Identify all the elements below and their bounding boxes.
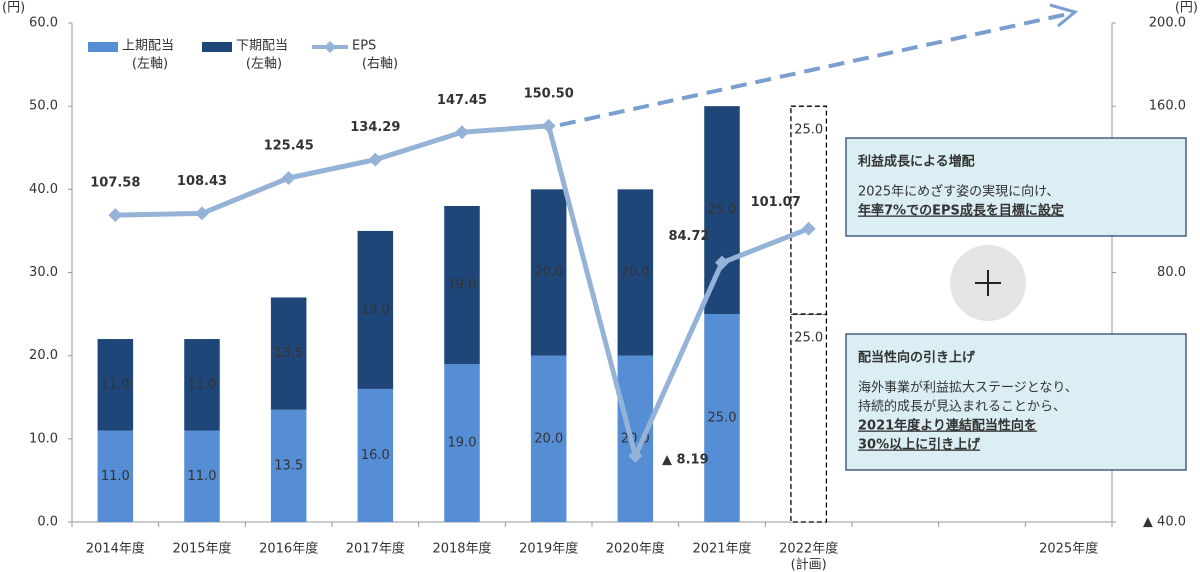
eps-label: 101.07 bbox=[751, 195, 801, 210]
y2-tick-label: 160.0 bbox=[1149, 99, 1186, 114]
bar bbox=[270, 297, 307, 410]
eps-label: 84.72 bbox=[668, 229, 709, 244]
eps-marker bbox=[281, 171, 296, 186]
x-tick-note: (計画) bbox=[791, 557, 827, 572]
y-tick-label: 0.0 bbox=[37, 515, 58, 530]
bar bbox=[357, 388, 394, 522]
bar-label: 11.0 bbox=[188, 469, 217, 484]
bar-label: 19.0 bbox=[448, 435, 477, 450]
x-tick-label: 2017年度 bbox=[346, 541, 405, 557]
eps-marker bbox=[455, 125, 469, 140]
bar-label: 25.0 bbox=[794, 331, 823, 346]
legend-marker bbox=[324, 41, 336, 53]
target-arrow bbox=[559, 12, 1069, 127]
bar bbox=[530, 355, 567, 522]
bar bbox=[97, 339, 134, 431]
legend-label: 上期配当 bbox=[122, 39, 174, 54]
y2-tick-label: 200.0 bbox=[1149, 16, 1186, 31]
bar bbox=[184, 430, 220, 522]
eps-label: 134.29 bbox=[350, 120, 400, 135]
y2-tick-label: ▲ 40.0 bbox=[1143, 515, 1186, 530]
bar-label: 25.0 bbox=[708, 411, 737, 426]
callout-line: 持続的成長が見込まれることから、 bbox=[858, 399, 1066, 415]
x-tick-label: 2019年度 bbox=[519, 541, 578, 557]
eps-marker bbox=[108, 208, 123, 223]
y-tick-label: 60.0 bbox=[29, 16, 58, 31]
bar bbox=[790, 105, 828, 315]
y-tick-label: 40.0 bbox=[29, 182, 58, 197]
x-tick-label: 2016年度 bbox=[259, 541, 318, 557]
bar-label: 11.0 bbox=[101, 377, 130, 392]
bar bbox=[704, 314, 740, 522]
legend-swatch bbox=[88, 42, 118, 52]
eps-label: 150.50 bbox=[524, 86, 574, 101]
callout-line: 海外事業が利益拡大ステージとなり、 bbox=[858, 380, 1078, 396]
bar bbox=[444, 205, 480, 364]
x-tick-label: 2022年度 bbox=[779, 541, 838, 557]
x-tick-label: 2020年度 bbox=[606, 541, 665, 557]
eps-marker bbox=[368, 152, 383, 167]
bar-label: 11.0 bbox=[188, 377, 217, 392]
x-tick-label: 2025年度 bbox=[1039, 541, 1098, 557]
x-tick-label: 2015年度 bbox=[172, 541, 231, 557]
callout-line: 2025年にめざす姿の実現に向け、 bbox=[858, 184, 1059, 200]
callout-box bbox=[845, 333, 1187, 471]
legend-label: 下期配当 bbox=[236, 39, 288, 54]
x-tick-label: 2014年度 bbox=[86, 541, 145, 557]
callout-line: 2021年度より連結配当性向を bbox=[858, 418, 1037, 434]
legend-note: (左軸) bbox=[246, 57, 282, 72]
legend-label: EPS bbox=[352, 39, 376, 54]
y-tick-label: 20.0 bbox=[29, 348, 58, 363]
eps-label: 125.45 bbox=[264, 139, 314, 154]
bar bbox=[270, 409, 307, 522]
bar-label: 13.5 bbox=[274, 346, 303, 361]
bar-label: 25.0 bbox=[794, 123, 823, 138]
bar-label: 25.0 bbox=[708, 203, 737, 218]
bar-label: 19.0 bbox=[361, 302, 390, 317]
callout-line: 30%以上に引き上げ bbox=[858, 437, 981, 453]
legend-note: (右軸) bbox=[362, 57, 398, 72]
legend-note: (左軸) bbox=[132, 57, 168, 72]
bar-label: 20.0 bbox=[534, 431, 563, 446]
eps-marker bbox=[195, 206, 209, 221]
eps-marker bbox=[628, 448, 643, 463]
bar-label: 19.0 bbox=[448, 277, 477, 292]
bar-label: 13.5 bbox=[274, 458, 303, 473]
bar-label: 20.0 bbox=[621, 265, 650, 280]
bar bbox=[184, 339, 220, 431]
bar-label: 16.0 bbox=[361, 448, 390, 463]
bar-label: 11.0 bbox=[101, 469, 130, 484]
bar bbox=[530, 189, 567, 356]
eps-label: ▲ 8.19 bbox=[662, 452, 709, 467]
bar bbox=[617, 355, 654, 522]
y2-tick-label: 80.0 bbox=[1157, 265, 1186, 280]
y-tick-label: 10.0 bbox=[29, 431, 58, 446]
eps-marker bbox=[801, 221, 816, 236]
callout-title: 配当性向の引き上げ bbox=[858, 350, 976, 366]
bar bbox=[97, 430, 134, 522]
eps-marker bbox=[541, 118, 556, 133]
bar bbox=[444, 363, 480, 522]
eps-label: 107.58 bbox=[90, 176, 140, 191]
callout-line: 年率7%でのEPS成長を目標に設定 bbox=[858, 203, 1064, 219]
bar bbox=[617, 189, 654, 356]
bar bbox=[357, 230, 394, 389]
callout-box bbox=[845, 137, 1187, 237]
bar-label: 20.0 bbox=[534, 265, 563, 280]
target-arrowhead bbox=[1049, 3, 1079, 28]
y-unit: (円) bbox=[2, 1, 25, 16]
x-tick-label: 2018年度 bbox=[432, 541, 491, 557]
eps-label: 147.45 bbox=[437, 93, 487, 108]
y2-unit: (円) bbox=[1175, 1, 1198, 16]
legend-swatch bbox=[202, 42, 232, 52]
bar bbox=[704, 106, 740, 315]
x-tick-label: 2021年度 bbox=[692, 541, 751, 557]
eps-marker bbox=[715, 255, 729, 270]
callout-title: 利益成長による増配 bbox=[858, 154, 975, 170]
y-tick-label: 50.0 bbox=[29, 99, 58, 114]
y-tick-label: 30.0 bbox=[29, 265, 58, 280]
eps-label: 108.43 bbox=[177, 174, 227, 189]
